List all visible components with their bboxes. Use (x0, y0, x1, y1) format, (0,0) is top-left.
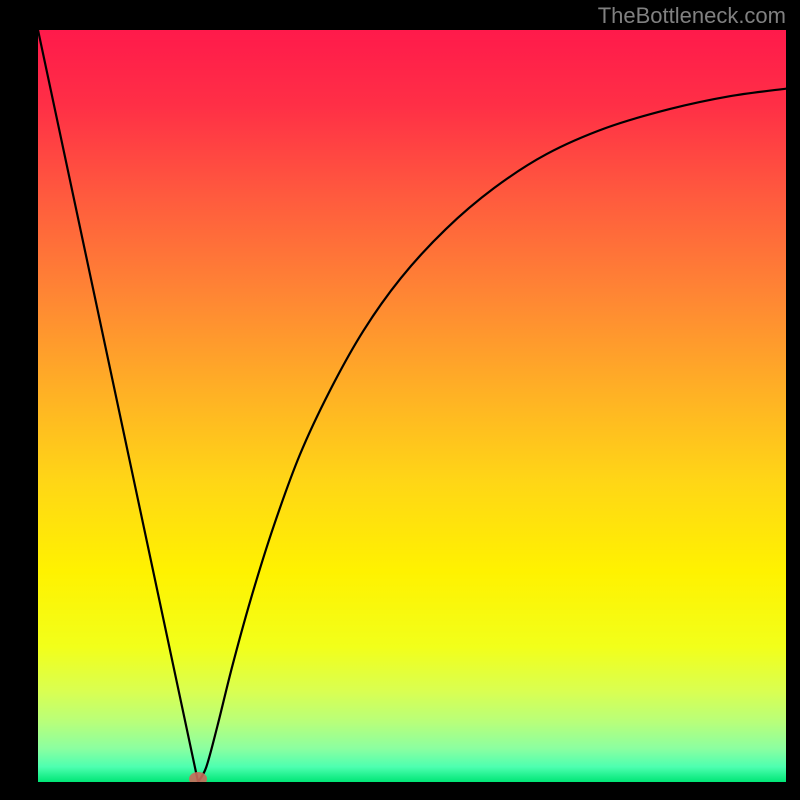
watermark-text: TheBottleneck.com (598, 3, 786, 29)
plot-area (38, 30, 786, 782)
gradient-background (38, 30, 786, 782)
gradient-plot-svg (38, 30, 786, 782)
